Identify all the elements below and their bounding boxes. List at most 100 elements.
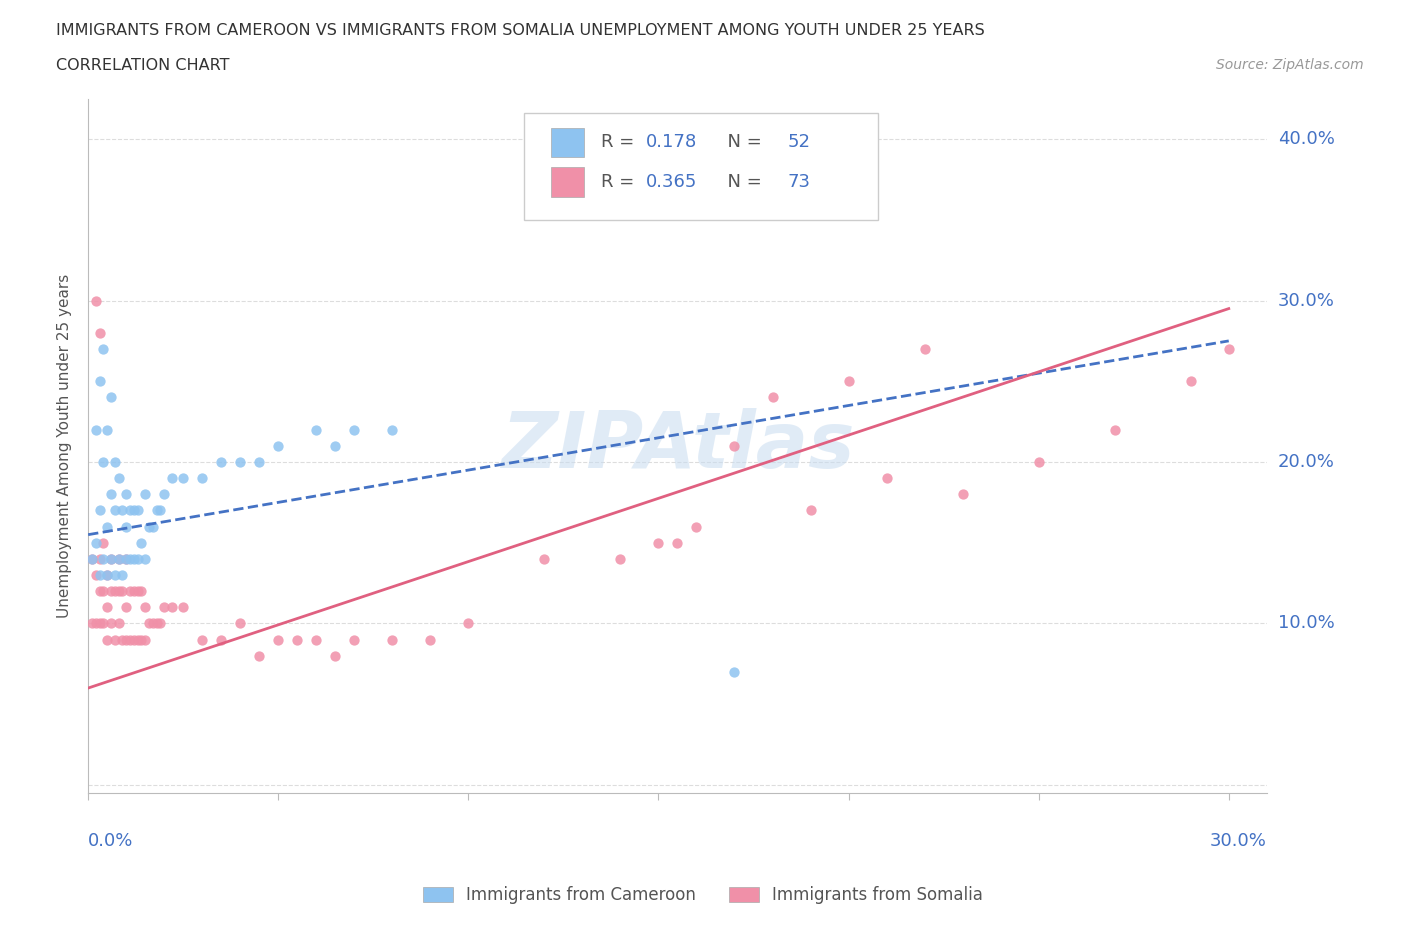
Point: [80, 551, 103, 566]
Text: 20.0%: 20.0%: [1278, 453, 1334, 471]
Point: [96, 567, 118, 582]
Point: [111, 632, 134, 647]
Point: [111, 567, 134, 582]
Text: CORRELATION CHART: CORRELATION CHART: [56, 58, 229, 73]
Point: [142, 519, 165, 534]
Point: [914, 341, 936, 356]
Point: [323, 648, 346, 663]
Point: [100, 584, 122, 599]
Point: [1104, 422, 1126, 437]
Point: [122, 584, 145, 599]
Point: [267, 438, 290, 453]
Point: [111, 503, 134, 518]
Point: [381, 632, 404, 647]
Point: [145, 616, 167, 631]
Point: [723, 438, 745, 453]
Y-axis label: Unemployment Among Youth under 25 years: Unemployment Among Youth under 25 years: [58, 273, 72, 618]
Point: [118, 551, 141, 566]
Point: [191, 471, 214, 485]
Point: [647, 196, 669, 211]
Point: [84, 293, 107, 308]
Point: [118, 503, 141, 518]
Text: 0.0%: 0.0%: [89, 832, 134, 850]
Point: [84, 567, 107, 582]
Point: [100, 616, 122, 631]
Text: R =: R =: [600, 133, 640, 152]
Point: [127, 632, 149, 647]
Point: [138, 616, 160, 631]
Point: [160, 600, 183, 615]
Point: [96, 422, 118, 437]
Point: [80, 551, 103, 566]
Point: [1218, 341, 1240, 356]
Point: [104, 455, 127, 470]
Point: [84, 616, 107, 631]
Point: [343, 422, 366, 437]
Point: [115, 600, 138, 615]
Point: [100, 487, 122, 502]
Point: [134, 487, 156, 502]
Point: [118, 584, 141, 599]
Point: [153, 487, 176, 502]
Point: [93, 536, 115, 551]
Point: [247, 455, 270, 470]
Point: [160, 471, 183, 485]
Point: [100, 390, 122, 405]
Text: N =: N =: [717, 133, 768, 152]
Point: [149, 503, 172, 518]
Point: [104, 584, 127, 599]
Text: ZIPAtlas: ZIPAtlas: [501, 408, 855, 484]
Point: [305, 632, 328, 647]
Text: 0.365: 0.365: [645, 173, 697, 191]
Point: [122, 632, 145, 647]
Point: [149, 616, 172, 631]
Point: [838, 374, 860, 389]
Point: [305, 422, 328, 437]
Point: [89, 567, 111, 582]
Point: [93, 616, 115, 631]
Point: [122, 551, 145, 566]
Point: [609, 551, 631, 566]
Point: [131, 632, 153, 647]
Point: [89, 616, 111, 631]
Point: [93, 455, 115, 470]
Point: [104, 632, 127, 647]
Point: [115, 551, 138, 566]
Point: [145, 503, 167, 518]
Point: [96, 567, 118, 582]
Point: [1180, 374, 1202, 389]
Point: [118, 632, 141, 647]
Point: [172, 471, 194, 485]
Point: [381, 422, 404, 437]
Point: [80, 616, 103, 631]
Point: [89, 326, 111, 340]
Point: [1028, 455, 1050, 470]
Point: [323, 438, 346, 453]
Point: [457, 616, 479, 631]
Point: [285, 632, 308, 647]
Text: N =: N =: [717, 173, 768, 191]
Point: [267, 632, 290, 647]
Point: [127, 584, 149, 599]
Point: [96, 632, 118, 647]
Point: [89, 374, 111, 389]
Point: [93, 551, 115, 566]
Point: [142, 616, 165, 631]
Point: [799, 503, 821, 518]
Point: [209, 632, 232, 647]
Text: IMMIGRANTS FROM CAMEROON VS IMMIGRANTS FROM SOMALIA UNEMPLOYMENT AMONG YOUTH UND: IMMIGRANTS FROM CAMEROON VS IMMIGRANTS F…: [56, 23, 986, 38]
Point: [127, 503, 149, 518]
Point: [100, 551, 122, 566]
Point: [134, 551, 156, 566]
Point: [952, 487, 974, 502]
Point: [685, 519, 707, 534]
FancyBboxPatch shape: [524, 113, 877, 220]
FancyBboxPatch shape: [551, 167, 585, 196]
Text: 0.178: 0.178: [645, 133, 697, 152]
Point: [191, 632, 214, 647]
Text: 30.0%: 30.0%: [1211, 832, 1267, 850]
Point: [96, 600, 118, 615]
Text: 10.0%: 10.0%: [1278, 615, 1334, 632]
Point: [172, 600, 194, 615]
Point: [247, 648, 270, 663]
